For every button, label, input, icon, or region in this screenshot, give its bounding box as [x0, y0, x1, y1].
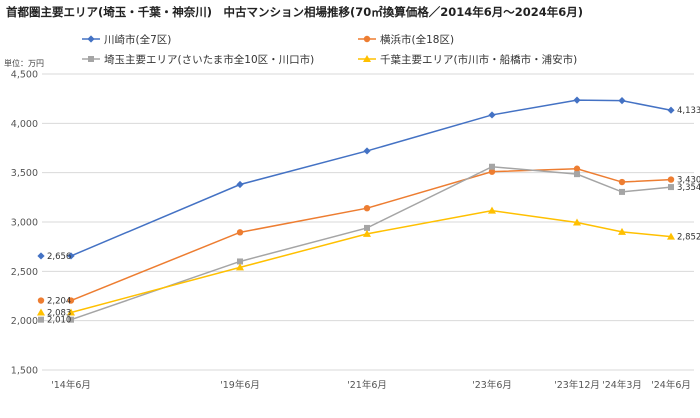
- legend-entry: 千葉主要エリア(市川市・船橋市・浦安市): [380, 53, 577, 66]
- data-point: [237, 258, 243, 265]
- data-point: [68, 316, 74, 323]
- y-tick-label: 4,000: [11, 119, 38, 130]
- legend-marker: [88, 56, 94, 62]
- legend-marker: [87, 35, 95, 43]
- start-marker: [37, 297, 45, 304]
- start-marker: [37, 252, 45, 260]
- data-point: [573, 165, 581, 172]
- x-axis-ticks: '14年6月 '19年6月 '21年6月 '23年6月 '23年12月 '24年3月 '24…: [51, 379, 691, 391]
- data-label: 3,354: [677, 183, 700, 193]
- data-point: [573, 218, 581, 226]
- data-label: 2,656: [47, 252, 71, 262]
- data-point: [236, 229, 244, 236]
- data-point: [489, 163, 495, 170]
- legend-marker: [363, 35, 371, 43]
- data-point: [364, 224, 370, 231]
- legend: 川崎市(全7区) 横浜市(全18区) 埼玉主要エリア(さいたま市全10区・川口市) 千…: [82, 33, 577, 66]
- start-marker: [38, 316, 44, 323]
- y-tick-label: 1,500: [11, 366, 38, 377]
- data-point: [363, 204, 371, 212]
- data-point: [667, 176, 675, 183]
- data-labels: 2,656 4,133 2,204 3,430 2,010 3,354 2,083 2,852: [37, 106, 700, 326]
- y-tick-label: 4,500: [11, 70, 38, 81]
- series-line: [70, 165, 672, 321]
- data-label: 2,083: [47, 308, 71, 318]
- data-label: 4,133: [677, 106, 700, 116]
- data-point: [363, 229, 371, 237]
- data-point: [236, 263, 244, 271]
- x-tick-label: '23年12月: [554, 379, 600, 391]
- data-label: 2,204: [47, 297, 71, 307]
- data-point: [488, 111, 496, 119]
- data-point: [236, 180, 244, 189]
- gridlines: [42, 73, 694, 371]
- legend-marker: [363, 55, 371, 62]
- x-tick-label: '14年6月: [51, 379, 91, 391]
- y-axis-unit-label: 単位：万円: [4, 58, 44, 68]
- data-label: 2,010: [47, 316, 71, 326]
- y-axis-ticks: 1,500 2,000 2,500 3,000 3,500 4,000 4,500: [11, 70, 38, 377]
- data-point: [67, 297, 75, 304]
- start-marker: [37, 308, 45, 316]
- data-point: [619, 188, 625, 195]
- legend-entry: 埼玉主要エリア(さいたま市全10区・川口市): [104, 53, 314, 66]
- data-point: [488, 168, 496, 175]
- x-tick-label: '23年6月: [472, 379, 512, 391]
- data-point: [67, 308, 75, 316]
- series-line: [70, 167, 672, 302]
- data-point: [488, 206, 496, 214]
- legend-entry: 川崎市(全7区): [104, 33, 171, 46]
- x-tick-label: '19年6月: [220, 379, 260, 391]
- x-tick-label: '24年3月: [602, 379, 642, 391]
- data-label: 3,430: [677, 176, 700, 186]
- data-point: [67, 252, 75, 260]
- y-tick-label: 3,000: [11, 218, 38, 229]
- data-point: [667, 232, 675, 240]
- y-tick-label: 3,500: [11, 168, 38, 179]
- data-point: [618, 97, 626, 105]
- chart-title: 首都圏主要エリア(埼玉・千葉・神奈川) 中古マンション相場推移(70㎡換算価格／…: [6, 5, 584, 19]
- y-tick-label: 2,000: [11, 316, 38, 327]
- x-tick-label: '24年6月: [651, 379, 691, 391]
- data-label: 2,852: [677, 233, 700, 243]
- series-group: [67, 96, 675, 323]
- data-point: [574, 171, 580, 178]
- data-point: [667, 106, 675, 114]
- data-point: [363, 147, 371, 155]
- data-point: [618, 227, 626, 235]
- x-tick-label: '21年6月: [347, 379, 387, 391]
- data-point: [573, 96, 581, 104]
- data-point: [618, 178, 626, 186]
- y-tick-label: 2,500: [11, 267, 38, 278]
- data-point: [668, 184, 674, 191]
- legend-entry: 横浜市(全18区): [380, 33, 454, 46]
